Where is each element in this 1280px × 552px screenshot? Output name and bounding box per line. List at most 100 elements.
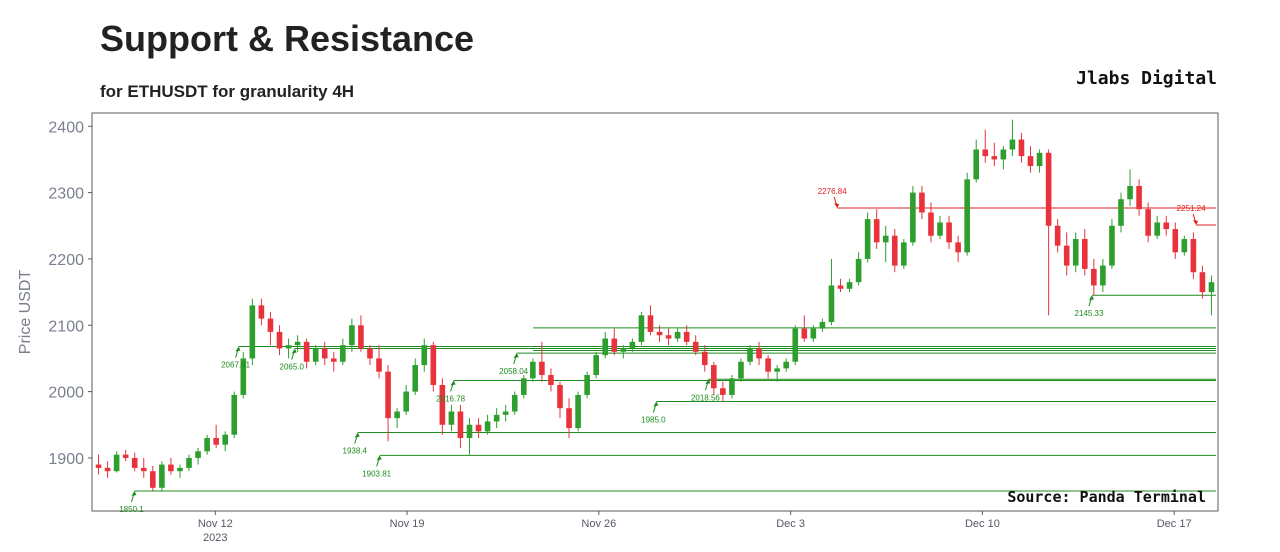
candle-body bbox=[955, 242, 961, 253]
y-tick-label: 2000 bbox=[48, 385, 84, 402]
candle-body bbox=[140, 467, 147, 472]
candle-body bbox=[738, 361, 744, 379]
candle-body bbox=[891, 235, 898, 266]
candle-body bbox=[910, 192, 916, 243]
candle-body bbox=[177, 467, 183, 472]
candle-body bbox=[674, 331, 681, 339]
candle-body bbox=[1009, 139, 1016, 150]
chart-title: Support & Resistance bbox=[100, 18, 475, 59]
support-label: 1938.4 bbox=[343, 446, 368, 455]
candle-body bbox=[557, 384, 563, 409]
candle-body bbox=[502, 411, 509, 415]
brand-label: Jlabs Digital bbox=[1076, 68, 1217, 89]
candle-body bbox=[104, 467, 111, 472]
y-tick-label: 2300 bbox=[48, 186, 84, 203]
candle-body bbox=[701, 351, 708, 366]
candle-body bbox=[1100, 265, 1106, 286]
candle-body bbox=[575, 394, 581, 429]
candle-body bbox=[466, 424, 473, 439]
candle-body bbox=[1036, 152, 1043, 167]
candle-body bbox=[855, 258, 862, 283]
candle-body bbox=[991, 156, 998, 160]
candle-body bbox=[1127, 185, 1133, 200]
candle-body bbox=[828, 285, 835, 322]
support-label: 2016.78 bbox=[436, 394, 465, 403]
candle-body bbox=[430, 345, 437, 385]
candle-body bbox=[1045, 152, 1052, 226]
candle-body bbox=[747, 348, 753, 362]
candle-body bbox=[95, 464, 102, 468]
candle-body bbox=[530, 361, 536, 379]
candle-body bbox=[204, 438, 210, 452]
candle-body bbox=[231, 394, 238, 435]
y-tick-label: 2100 bbox=[48, 318, 84, 335]
candle-body bbox=[864, 219, 871, 259]
candle-body bbox=[584, 375, 590, 395]
support-arrowhead bbox=[131, 491, 137, 497]
candle-body bbox=[548, 375, 554, 385]
candle-body bbox=[1000, 149, 1007, 160]
levels-layer bbox=[134, 207, 1216, 492]
support-arrowhead bbox=[291, 348, 297, 354]
candle-body bbox=[946, 222, 952, 243]
support-label: 1850.1 bbox=[119, 505, 144, 514]
support-arrowhead bbox=[354, 432, 360, 438]
candle-body bbox=[1190, 239, 1197, 273]
x-tick-label: Nov 12 bbox=[198, 518, 233, 530]
candle-body bbox=[1063, 245, 1070, 266]
candle-body bbox=[213, 438, 219, 445]
candle-body bbox=[1136, 185, 1142, 210]
candle-body bbox=[1145, 209, 1151, 236]
candle-body bbox=[539, 361, 545, 376]
resistance-arrowhead bbox=[834, 202, 840, 208]
candle-body bbox=[783, 361, 790, 369]
resistance-arrowhead bbox=[1193, 219, 1199, 225]
candle-body bbox=[1054, 225, 1061, 246]
chart-subtitle: for ETHUSDT for granularity 4H bbox=[100, 82, 355, 101]
x-tick-label: Dec 10 bbox=[965, 518, 1000, 530]
support-arrowhead bbox=[513, 353, 519, 359]
candle-body bbox=[819, 321, 826, 329]
candle-body bbox=[421, 345, 428, 366]
candle-body bbox=[122, 454, 129, 458]
candle-body bbox=[593, 355, 599, 376]
candle-body bbox=[294, 341, 301, 346]
candle-body bbox=[982, 149, 989, 157]
candle-body bbox=[756, 348, 762, 359]
plot-frame bbox=[91, 112, 1219, 512]
support-arrowhead bbox=[653, 401, 659, 407]
candle-body bbox=[1072, 239, 1079, 266]
candle-body bbox=[249, 305, 256, 359]
candle-body bbox=[511, 394, 518, 412]
candle-body bbox=[774, 368, 780, 372]
candle-body bbox=[901, 242, 907, 266]
candle-body bbox=[403, 391, 409, 412]
candle-body bbox=[376, 358, 382, 372]
y-axis-label: Price USDT bbox=[17, 270, 34, 355]
candle-body bbox=[602, 338, 609, 356]
candle-body bbox=[801, 328, 808, 339]
x-tick-label: Nov 19 bbox=[390, 518, 425, 530]
candle-body bbox=[195, 451, 201, 458]
candle-body bbox=[638, 315, 645, 342]
candle-body bbox=[330, 358, 337, 362]
support-label: 1903.81 bbox=[362, 469, 391, 478]
candle-body bbox=[475, 424, 482, 432]
candle-body bbox=[412, 365, 419, 392]
x-tick-sublabel: 2023 bbox=[203, 532, 227, 544]
candle-body bbox=[720, 388, 726, 395]
support-arrowhead bbox=[1088, 295, 1094, 301]
candle-body bbox=[620, 348, 627, 352]
candle-body bbox=[964, 179, 970, 253]
candle-body bbox=[647, 315, 654, 332]
candle-body bbox=[882, 235, 889, 243]
support-arrowhead bbox=[450, 380, 456, 386]
candle-body bbox=[937, 222, 943, 236]
candle-body bbox=[1199, 272, 1206, 293]
candle-body bbox=[321, 348, 328, 359]
candle-body bbox=[1091, 268, 1097, 286]
candle-body bbox=[349, 325, 355, 346]
candle-body bbox=[367, 348, 373, 359]
candle-body bbox=[928, 212, 934, 236]
candle-body bbox=[837, 285, 844, 289]
